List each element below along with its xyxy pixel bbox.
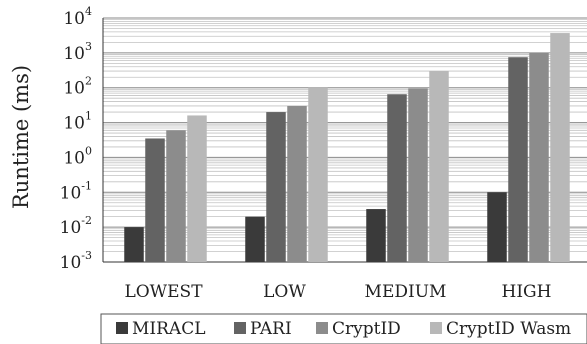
- y-tick-label: 102: [63, 75, 92, 99]
- y-axis-label: Runtime (ms): [9, 65, 33, 209]
- bar-cryptid-wasm: [308, 87, 328, 262]
- bar-cryptid: [166, 130, 186, 262]
- y-tick-label: 10-2: [60, 214, 92, 238]
- x-tick-label: MEDIUM: [365, 282, 447, 302]
- x-tick-label: LOWEST: [124, 282, 203, 302]
- bar-pari: [145, 138, 165, 262]
- bar-cryptid: [408, 88, 428, 262]
- bar-cryptid: [287, 105, 307, 263]
- legend-label: MIRACL: [132, 319, 206, 339]
- bar-cryptid-wasm: [429, 71, 449, 263]
- legend-swatch: [234, 322, 246, 334]
- y-tick-label: 10-1: [60, 179, 92, 203]
- x-tick-label: LOW: [263, 282, 306, 302]
- y-tick-labels: 104 103 102 101 100 10-1 10-2 10-3: [60, 5, 92, 273]
- legend-label: PARI: [250, 319, 292, 339]
- legend-swatch: [116, 322, 128, 334]
- bar-pari: [266, 112, 286, 262]
- legend-box: [100, 313, 587, 344]
- bar-cryptid-wasm: [550, 33, 570, 262]
- bar-cryptid: [529, 52, 549, 262]
- legend-swatch: [430, 322, 442, 334]
- bar-miracl: [245, 216, 265, 262]
- x-tick-label: HIGH: [502, 282, 552, 302]
- y-tick-label: 10-3: [60, 249, 92, 273]
- bar-miracl: [487, 192, 507, 262]
- x-tick-labels: LOWEST LOW MEDIUM HIGH: [124, 282, 551, 302]
- legend-swatch: [316, 322, 328, 334]
- legend-label: CryptID Wasm: [446, 319, 571, 339]
- bar-miracl: [366, 209, 386, 262]
- bar-cryptid-wasm: [187, 115, 207, 262]
- bar-pari: [387, 94, 407, 262]
- bar-miracl: [124, 227, 144, 262]
- y-tick-label: 101: [63, 110, 92, 134]
- y-tick-label: 100: [63, 144, 92, 168]
- bar-pari: [508, 57, 528, 262]
- bars: [124, 33, 570, 263]
- legend-label: CryptID: [332, 319, 401, 339]
- y-tick-label: 104: [63, 5, 92, 29]
- y-tick-label: 103: [63, 40, 92, 64]
- legend: MIRACL PARI CryptID CryptID Wasm: [100, 313, 587, 344]
